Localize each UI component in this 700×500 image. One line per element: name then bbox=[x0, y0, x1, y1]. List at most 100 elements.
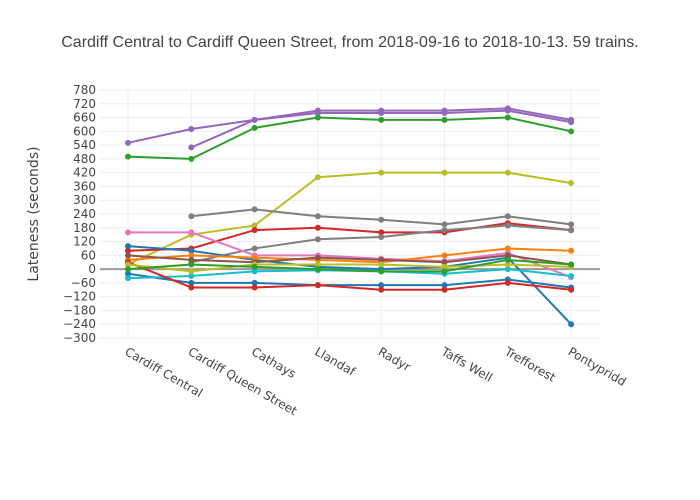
data-point-s4 bbox=[568, 180, 575, 186]
series-line-s9 bbox=[127, 245, 572, 325]
data-point-s11 bbox=[504, 266, 511, 273]
data-point-s7 bbox=[568, 227, 575, 234]
data-point-s16 bbox=[125, 266, 131, 273]
data-point-s10 bbox=[378, 282, 385, 289]
series-line-s13 bbox=[127, 254, 572, 266]
data-point-s3 bbox=[504, 114, 511, 121]
data-point-s5 bbox=[314, 213, 321, 220]
series-line-s3 bbox=[127, 116, 572, 160]
y-tick-label: 720 bbox=[73, 97, 96, 111]
y-tick-label: −180 bbox=[63, 303, 96, 317]
data-point-s13 bbox=[441, 259, 448, 266]
data-point-s7 bbox=[378, 233, 385, 240]
data-point-s14 bbox=[568, 286, 575, 293]
data-point-s4 bbox=[314, 174, 321, 181]
data-point-s9 bbox=[188, 247, 195, 254]
data-point-s7 bbox=[251, 245, 258, 252]
data-point-s13 bbox=[504, 252, 511, 259]
data-point-s16 bbox=[251, 263, 258, 270]
data-point-s6 bbox=[125, 247, 131, 254]
series-line-s10 bbox=[127, 272, 572, 289]
data-point-s1 bbox=[125, 139, 131, 146]
y-tick-label: 300 bbox=[73, 193, 96, 207]
data-point-s3 bbox=[125, 153, 131, 160]
data-point-s12 bbox=[188, 252, 195, 259]
x-tick-label: Trefforest bbox=[501, 344, 558, 385]
data-point-s10 bbox=[125, 270, 131, 277]
data-point-s10 bbox=[251, 279, 258, 286]
data-point-s6 bbox=[251, 227, 258, 234]
data-point-s11 bbox=[251, 268, 258, 275]
data-point-s2 bbox=[251, 116, 258, 123]
data-point-s10 bbox=[441, 282, 448, 289]
y-tick-label: 120 bbox=[73, 235, 96, 249]
y-tick-label: 0 bbox=[88, 262, 96, 276]
series-line-s15 bbox=[127, 263, 572, 273]
data-point-s15 bbox=[504, 261, 511, 268]
data-point-s14 bbox=[314, 282, 321, 289]
data-point-s15 bbox=[441, 263, 448, 270]
data-point-s14 bbox=[188, 284, 195, 291]
data-point-s13 bbox=[378, 256, 385, 263]
y-tick-label: 420 bbox=[73, 166, 96, 180]
data-point-s4 bbox=[504, 169, 511, 176]
data-point-s4 bbox=[251, 222, 258, 229]
data-point-s11 bbox=[188, 273, 195, 279]
series-line-s4 bbox=[127, 171, 572, 266]
series-line-s12 bbox=[127, 247, 572, 264]
data-point-s12 bbox=[568, 247, 575, 254]
data-point-s14 bbox=[251, 284, 258, 291]
series-line-s8 bbox=[128, 231, 572, 279]
y-tick-label: 660 bbox=[73, 111, 96, 125]
data-point-s5 bbox=[378, 216, 385, 223]
data-point-s5 bbox=[251, 206, 258, 213]
x-tick-label: Llandaf bbox=[312, 344, 358, 379]
data-point-s15 bbox=[314, 261, 321, 268]
data-point-s12 bbox=[251, 254, 258, 261]
data-point-s12 bbox=[504, 245, 511, 252]
data-point-s12 bbox=[441, 252, 448, 259]
series-line-s6 bbox=[127, 222, 572, 252]
y-tick-label: 540 bbox=[73, 138, 96, 152]
series-line-s16 bbox=[127, 258, 572, 273]
data-point-s3 bbox=[188, 155, 195, 162]
data-point-s7 bbox=[314, 236, 321, 243]
data-point-s16 bbox=[504, 256, 511, 263]
y-tick-label: 600 bbox=[73, 124, 96, 138]
y-axis-title: Lateness (seconds) bbox=[26, 146, 42, 281]
data-point-s7 bbox=[504, 222, 511, 229]
data-point-s15 bbox=[378, 261, 385, 268]
data-point-s3 bbox=[251, 124, 258, 131]
data-point-s11 bbox=[125, 275, 131, 282]
data-point-s5 bbox=[441, 221, 448, 228]
y-tick-label: −120 bbox=[63, 290, 96, 304]
data-point-s14 bbox=[441, 286, 448, 293]
data-point-s2 bbox=[504, 107, 511, 114]
data-point-s13 bbox=[314, 254, 321, 261]
y-tick-label: 240 bbox=[73, 207, 96, 221]
data-point-s13 bbox=[188, 256, 195, 263]
data-point-s8 bbox=[188, 229, 195, 236]
y-tick-label: −60 bbox=[71, 276, 96, 290]
data-point-s9 bbox=[568, 321, 575, 328]
data-point-s2 bbox=[188, 144, 195, 151]
data-point-s3 bbox=[441, 116, 448, 123]
data-point-s15 bbox=[188, 268, 195, 275]
data-point-s10 bbox=[188, 279, 195, 286]
data-point-s11 bbox=[568, 273, 575, 279]
y-tick-label: −300 bbox=[63, 331, 96, 345]
data-point-s8 bbox=[125, 229, 131, 236]
series-line-s1 bbox=[127, 107, 572, 144]
x-tick-label: Cathays bbox=[249, 344, 298, 380]
data-point-s5 bbox=[188, 213, 195, 220]
data-point-s3 bbox=[378, 116, 385, 123]
data-point-s14 bbox=[504, 279, 511, 286]
data-point-s16 bbox=[314, 266, 321, 273]
y-tick-label: 480 bbox=[73, 152, 96, 166]
data-point-s2 bbox=[441, 109, 448, 116]
data-point-s9 bbox=[125, 243, 131, 250]
series-line-s14 bbox=[127, 261, 572, 291]
data-point-s4 bbox=[378, 169, 385, 176]
